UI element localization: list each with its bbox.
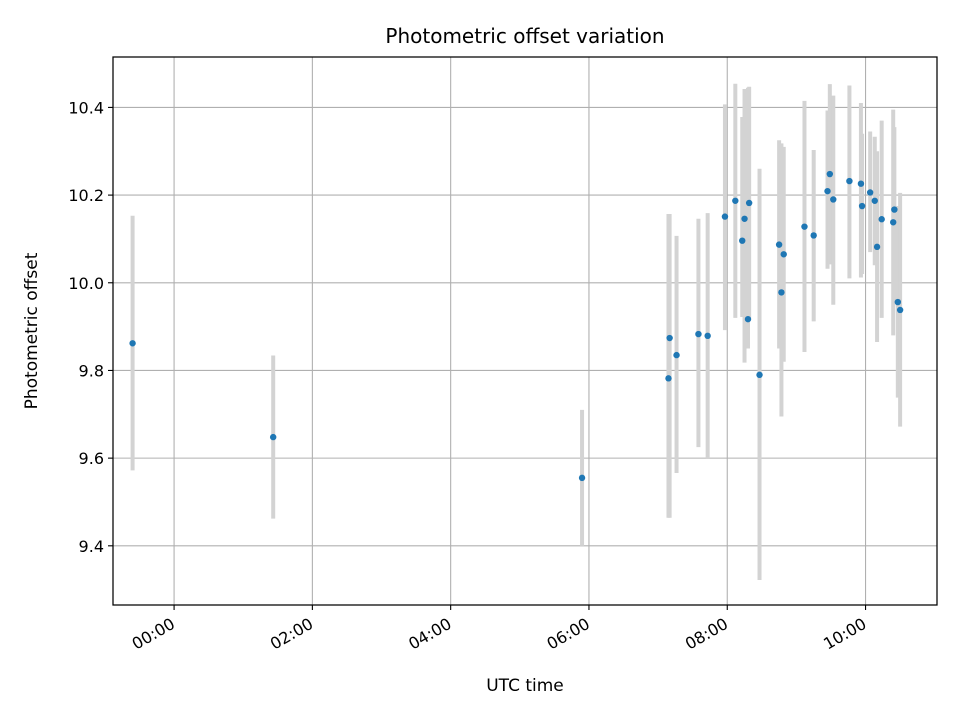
grid (113, 57, 937, 605)
data-point (578, 474, 586, 482)
x-axis-label: UTC time (486, 676, 564, 696)
data-point (745, 199, 753, 207)
data-point (665, 375, 672, 382)
data-point (756, 371, 763, 379)
data-point (775, 241, 783, 248)
data-point (739, 237, 746, 244)
data-point (741, 215, 748, 222)
data-point (721, 213, 729, 220)
y-axis-ticks: 9.4 9.6 9.8 10.0 10.2 10.4 (68, 98, 113, 556)
data-point (666, 334, 673, 342)
data-point (830, 196, 837, 203)
data-point (857, 180, 865, 187)
data-point (810, 232, 817, 239)
chart-title: Photometric offset variation (385, 24, 664, 48)
y-axis-label: Photometric offset (22, 252, 42, 409)
y-tick-label: 10.2 (68, 186, 104, 205)
data-point (732, 197, 739, 204)
data-point (801, 223, 808, 230)
data-point (846, 177, 853, 185)
y-tick-label: 10.0 (68, 274, 104, 293)
data-points (129, 170, 904, 482)
data-point (673, 351, 680, 359)
plot-frame (112, 56, 938, 606)
y-tick-label: 10.4 (68, 98, 104, 117)
data-point (129, 340, 136, 347)
data-point (695, 330, 702, 338)
data-point (871, 197, 878, 204)
data-point (824, 187, 831, 195)
data-point (866, 189, 874, 196)
data-point (896, 306, 904, 314)
data-point (778, 289, 785, 296)
data-point (858, 202, 866, 210)
data-point (826, 170, 834, 178)
data-point (704, 332, 711, 340)
data-point (873, 243, 881, 251)
data-point (894, 298, 902, 306)
data-point (269, 433, 277, 441)
y-tick-label: 9.8 (79, 361, 104, 380)
data-point (890, 219, 897, 226)
data-point (744, 315, 752, 323)
y-tick-label: 9.4 (79, 537, 104, 556)
y-tick-label: 9.6 (79, 449, 104, 468)
data-point (891, 206, 898, 213)
data-point (878, 216, 885, 223)
data-point (780, 251, 787, 258)
